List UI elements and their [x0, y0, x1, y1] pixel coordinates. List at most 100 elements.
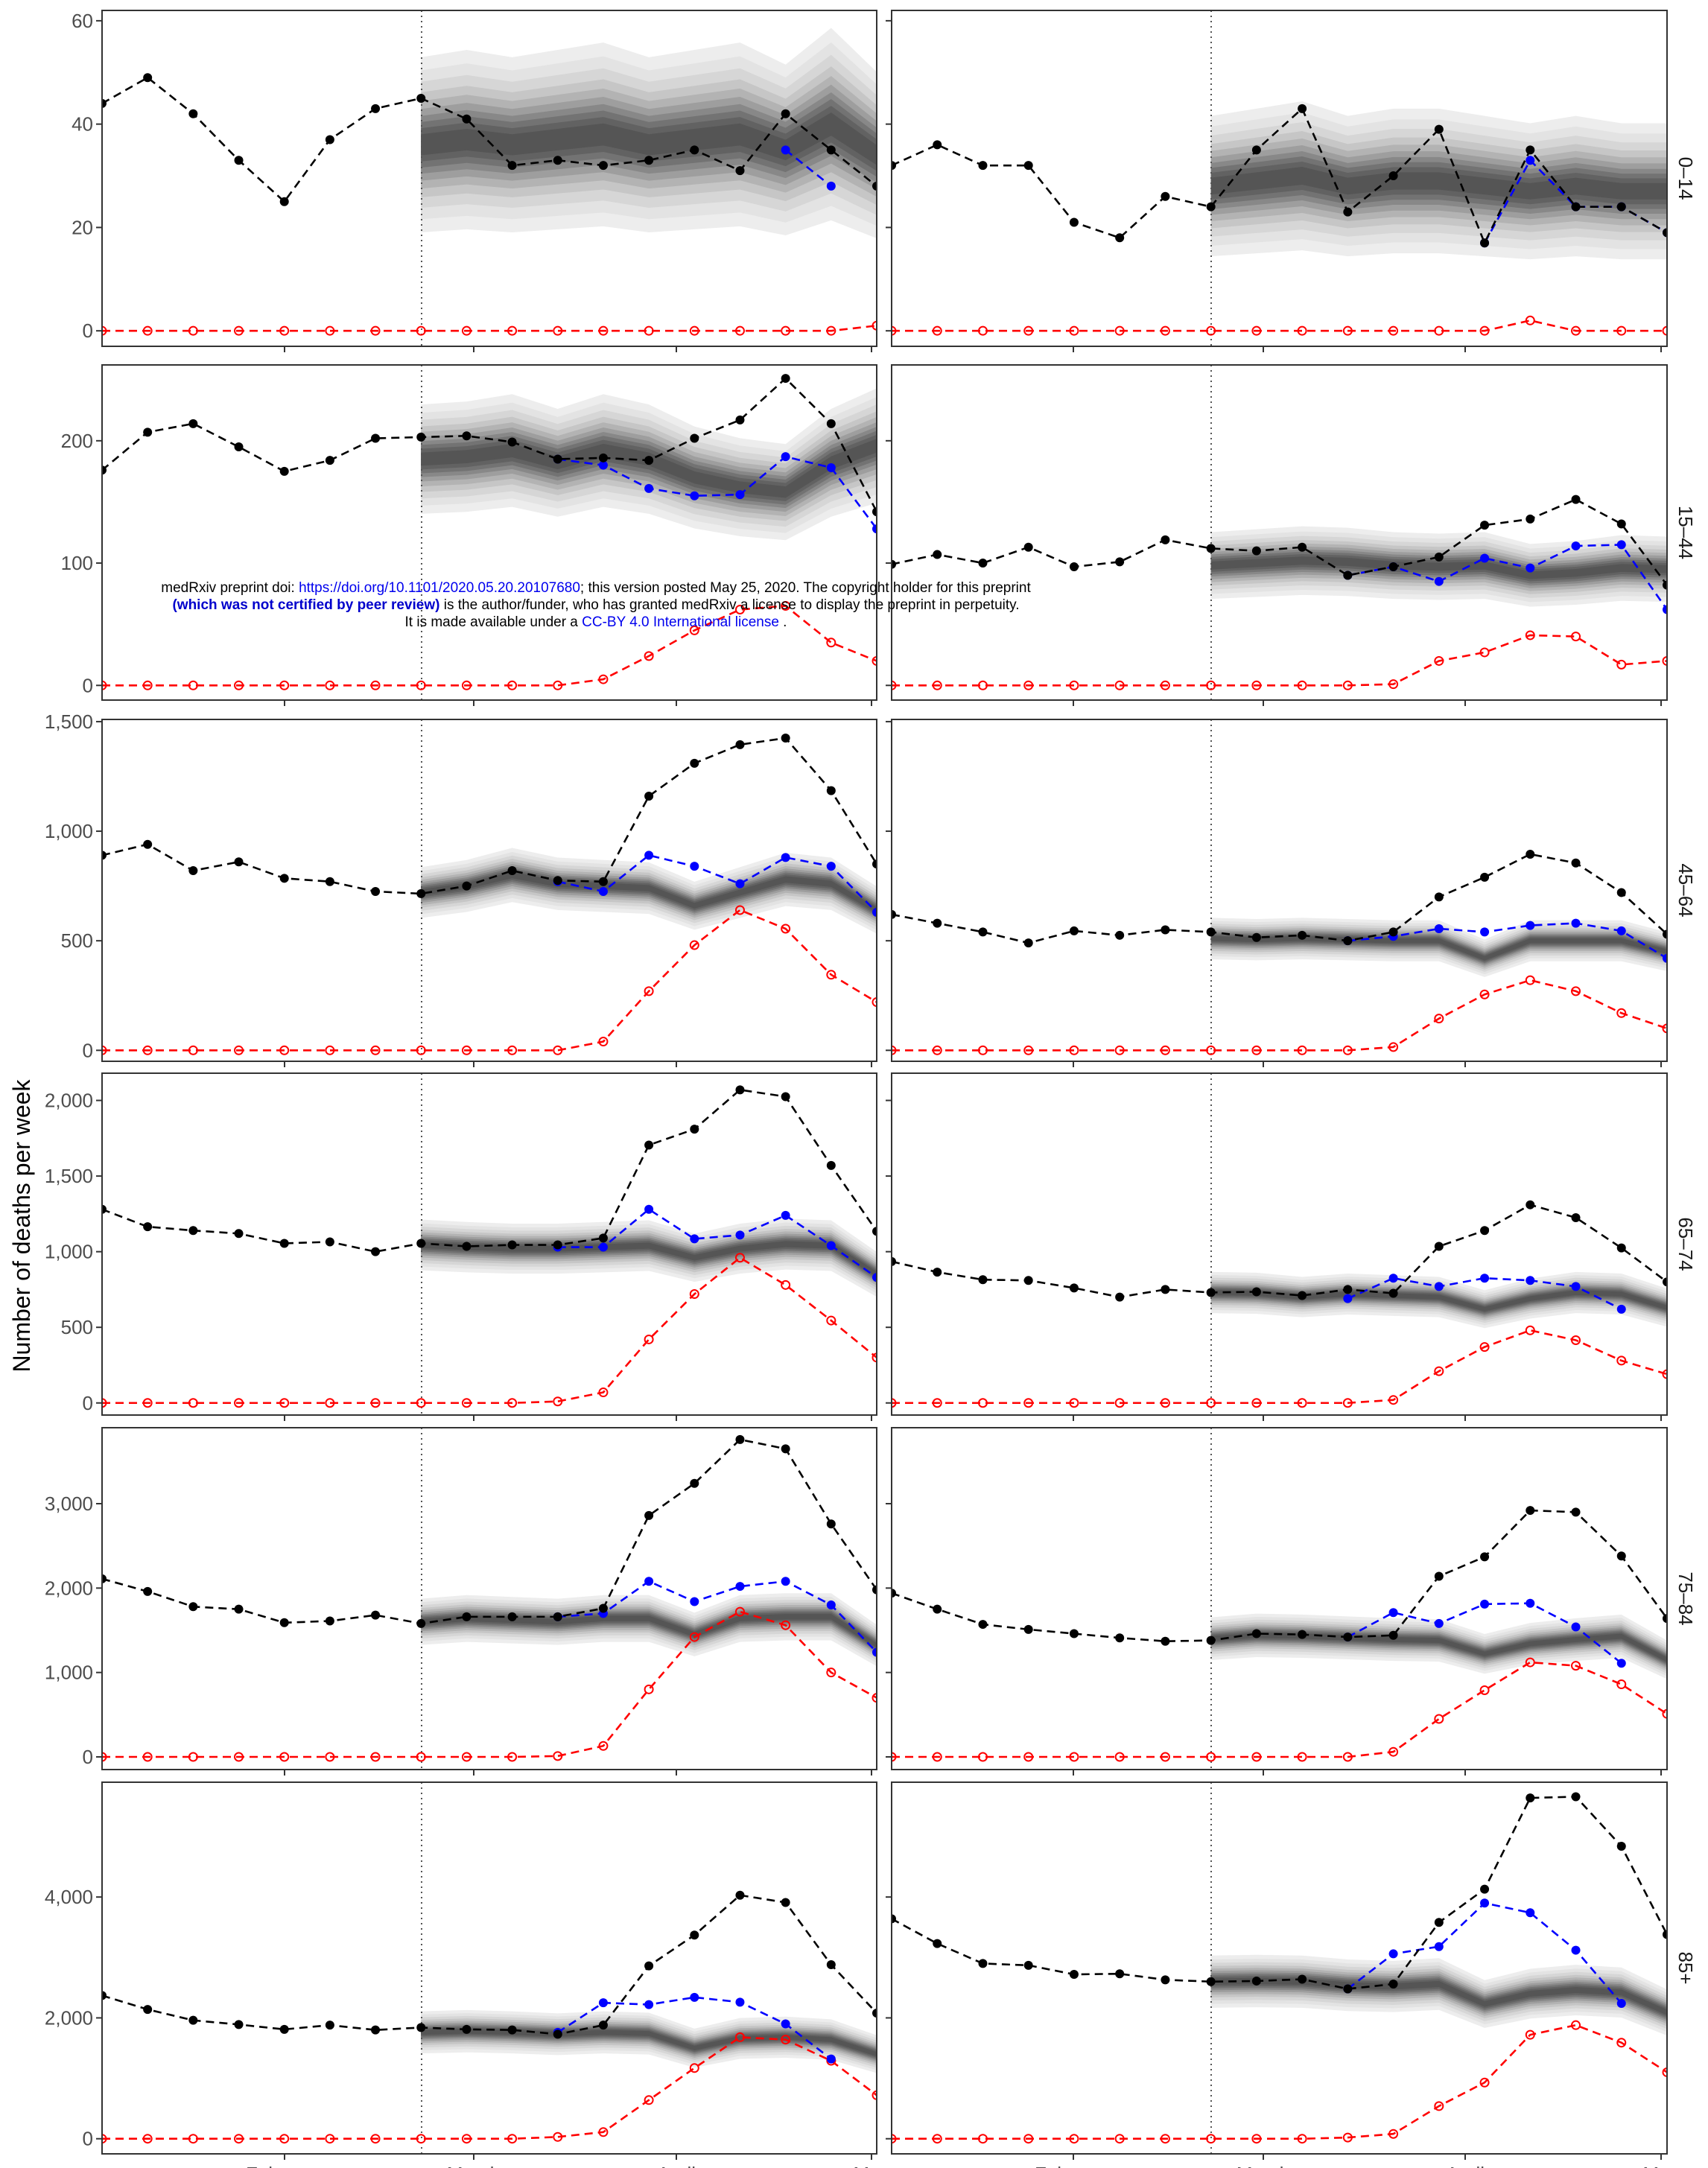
- observed-deaths-point: [1663, 929, 1667, 939]
- panel-plot-area: [102, 10, 877, 346]
- facet-strip-label: 65–74: [1674, 1217, 1697, 1271]
- observed-deaths-line: [892, 1509, 1667, 1643]
- observed-deaths-line: [102, 1438, 877, 1625]
- observed-deaths-point: [1161, 535, 1170, 544]
- observed-deaths-point: [188, 419, 198, 428]
- adjusted-deaths-point: [1526, 1908, 1535, 1918]
- covid-deaths-point: [1479, 989, 1490, 999]
- panel-border: [891, 1072, 1668, 1416]
- observed-deaths-point: [325, 877, 334, 886]
- observed-deaths-point: [1571, 202, 1581, 212]
- observed-deaths-point: [1069, 1970, 1079, 1980]
- covid-deaths-point: [370, 680, 381, 690]
- covid-deaths-point: [1251, 325, 1262, 336]
- covid-deaths-point: [932, 1045, 942, 1055]
- observed-deaths-point: [690, 758, 699, 768]
- observed-deaths-point: [978, 1620, 988, 1630]
- covid-deaths-point: [461, 325, 472, 336]
- observed-deaths-point: [1298, 542, 1307, 552]
- covid-deaths-point: [1251, 2134, 1262, 2144]
- observed-deaths-point: [598, 1233, 608, 1243]
- observed-deaths-point: [781, 734, 790, 743]
- adjusted-deaths-line: [1347, 544, 1667, 611]
- observed-deaths-point: [826, 1519, 836, 1529]
- x-tick-label: April: [1446, 2163, 1485, 2168]
- covid-deaths-point: [1616, 2038, 1627, 2048]
- observed-deaths-point: [1069, 562, 1079, 571]
- covid-deaths-point: [1616, 1355, 1627, 1366]
- panel-plot-area: [892, 10, 1667, 346]
- observed-deaths-point: [234, 857, 244, 867]
- covid-deaths-line: [102, 324, 877, 332]
- observed-deaths-point: [735, 1434, 745, 1444]
- observed-deaths-point: [462, 431, 472, 441]
- covid-deaths-point: [1206, 1752, 1216, 1762]
- panel-plot-area: [102, 1782, 877, 2154]
- observed-deaths-point: [102, 1204, 107, 1214]
- observed-deaths-point: [102, 98, 107, 108]
- covid-deaths-point: [734, 604, 745, 614]
- y-tick-label: 0: [83, 320, 93, 342]
- covid-deaths-point: [1571, 325, 1581, 336]
- y-axis-title: Number of deaths per week: [8, 1078, 35, 1372]
- observed-deaths-point: [826, 786, 836, 795]
- covid-deaths-point: [977, 325, 988, 336]
- observed-deaths-point: [598, 2021, 608, 2030]
- adjusted-deaths-point: [826, 462, 836, 472]
- covid-deaths-point: [102, 1752, 107, 1762]
- y-tick-label: 3,000: [45, 1493, 93, 1515]
- covid-deaths-point: [872, 655, 877, 666]
- covid-deaths-point: [1616, 325, 1627, 336]
- y-tick-label: 1,000: [45, 1241, 93, 1263]
- panel-45–64-left: 0 500 1,000 1,500: [45, 711, 877, 1067]
- observed-deaths-point: [1526, 1506, 1535, 1516]
- covid-deaths-point: [142, 1045, 153, 1055]
- doi-link[interactable]: https://doi.org/10.1101/2020.05.20.20107…: [299, 580, 580, 596]
- covid-deaths-point: [1525, 315, 1535, 325]
- covid-deaths-point: [1069, 1045, 1079, 1055]
- observed-deaths-point: [978, 1275, 988, 1285]
- observed-deaths-point: [1343, 1633, 1353, 1642]
- observed-deaths-point: [1343, 207, 1353, 217]
- covid-deaths-line: [892, 634, 1667, 687]
- covid-deaths-point: [1434, 1714, 1444, 1724]
- covid-deaths-point: [188, 325, 198, 336]
- covid-deaths-point: [892, 1752, 897, 1762]
- facet-strip-label: 15–44: [1674, 506, 1697, 559]
- panel-plot-area: [892, 1428, 1667, 1770]
- observed-deaths-point: [690, 145, 699, 155]
- observed-deaths-point: [978, 1959, 988, 1968]
- facet-strip-label: 45–64: [1674, 863, 1697, 917]
- covid-deaths-point: [892, 1398, 897, 1408]
- license-link[interactable]: CC-BY 4.0 International license: [582, 614, 779, 630]
- observed-deaths-point: [1434, 1918, 1444, 1927]
- covid-deaths-point: [234, 1752, 244, 1762]
- covid-deaths-point: [1388, 2129, 1399, 2139]
- covid-deaths-point: [325, 680, 335, 690]
- panel-75–84-right: [886, 1427, 1668, 1776]
- covid-deaths-point: [977, 1045, 988, 1055]
- observed-deaths-point: [1480, 872, 1490, 882]
- observed-deaths-point: [553, 454, 562, 464]
- adjusted-deaths-point: [1480, 553, 1490, 563]
- observed-deaths-point: [1526, 145, 1535, 155]
- adjusted-deaths-point: [1526, 563, 1535, 573]
- covid-deaths-point: [1160, 1045, 1170, 1055]
- observed-deaths-point: [416, 1239, 426, 1248]
- observed-deaths-line: [102, 76, 877, 203]
- observed-deaths-point: [234, 442, 244, 452]
- observed-deaths-point: [690, 433, 699, 443]
- panel-plot-area: [892, 365, 1667, 700]
- covid-deaths-point: [1160, 2134, 1170, 2144]
- covid-deaths-point: [932, 2134, 942, 2144]
- observed-deaths-point: [1251, 1976, 1261, 1986]
- covid-deaths-point: [325, 2134, 335, 2144]
- adjusted-deaths-point: [826, 2054, 836, 2064]
- adjusted-deaths-line: [557, 1208, 877, 1279]
- observed-deaths-point: [143, 1222, 153, 1232]
- x-tick-label: May: [1642, 2163, 1679, 2168]
- covid-deaths-point: [507, 1752, 518, 1762]
- panel-plot-area: [892, 1073, 1667, 1415]
- covid-deaths-point: [1571, 986, 1581, 996]
- panel-border: [891, 364, 1668, 701]
